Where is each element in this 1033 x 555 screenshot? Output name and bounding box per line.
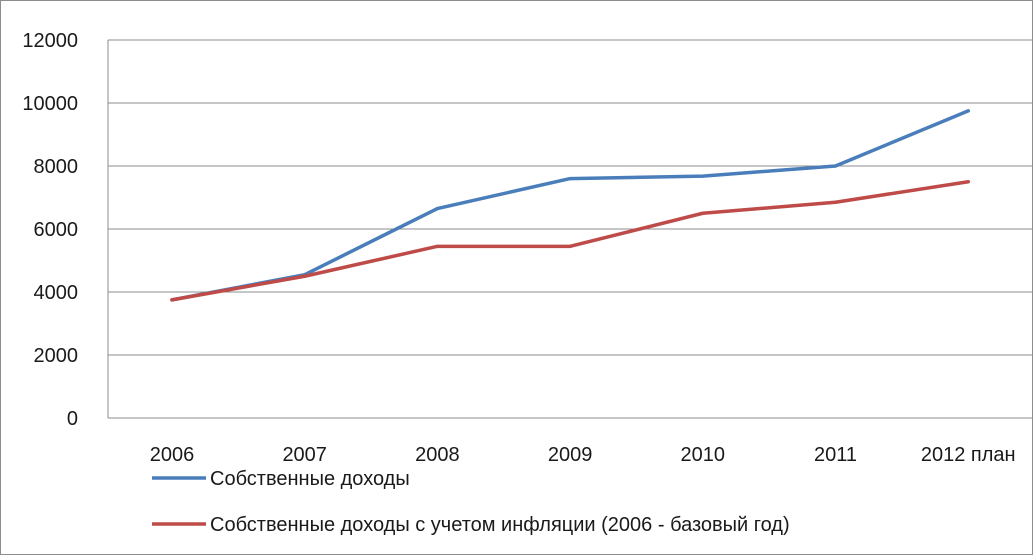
gridlines [108,39,1033,419]
data-point [966,180,970,184]
y-tick-label: 2000 [34,345,79,367]
x-tick-label: 2009 [548,444,593,466]
x-tick-label: 2008 [415,444,460,466]
legend-label-2: Собственные доходы с учетом инфляции (20… [210,514,790,536]
data-point [568,244,572,248]
data-point [435,244,439,248]
data-point [170,298,174,302]
y-tick-label: 6000 [34,219,79,241]
data-point [833,200,838,204]
x-tick-label: 2011 [814,444,857,466]
y-tick-label: 10000 [22,93,78,115]
y-tick-label: 12000 [22,30,78,52]
y-tick-label: 0 [67,408,78,430]
x-tick-label: 2007 [282,444,327,466]
data-point [966,109,970,113]
series-lines [170,109,970,302]
legend: Собственные доходы Собственные доходы с у… [152,468,790,536]
data-point [833,164,838,168]
data-point [303,274,307,278]
data-point [568,177,572,181]
data-point [435,206,439,211]
y-tick-label: 8000 [34,156,79,178]
data-point [701,174,705,178]
y-tick-label: 4000 [34,282,79,304]
legend-label-1: Собственные доходы [210,468,410,490]
x-tick-label: 2006 [150,444,195,466]
data-point [701,211,705,215]
axes: 0 2000 4000 6000 8000 10000 12000 2006 2007 2008 2… [22,30,1015,466]
x-tick-label: 2012 план [921,444,1016,466]
x-tick-label: 2010 [681,444,726,466]
